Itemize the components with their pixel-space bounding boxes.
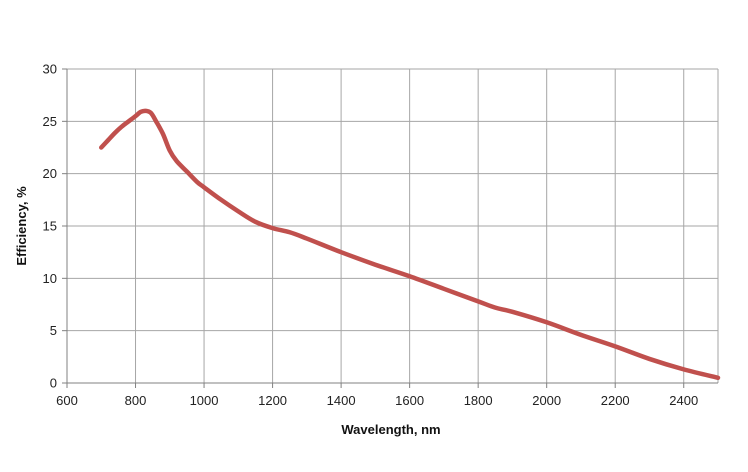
x-tick-label: 1200 bbox=[258, 393, 287, 408]
x-tick-label: 600 bbox=[56, 393, 78, 408]
x-tick-label: 1600 bbox=[395, 393, 424, 408]
series-line-0 bbox=[99, 108, 721, 381]
x-tick-label: 1800 bbox=[464, 393, 493, 408]
x-tick-label: 1400 bbox=[327, 393, 356, 408]
y-tick-label: 30 bbox=[43, 62, 57, 77]
y-tick-label: 25 bbox=[43, 114, 57, 129]
axes bbox=[62, 68, 718, 388]
x-tick-labels: 600 800 1000 1200 1400 1600 1800 2000 2200 2400 bbox=[56, 393, 698, 408]
y-tick-label: 15 bbox=[43, 219, 57, 234]
y-axis-title: Efficiency, % bbox=[14, 186, 29, 266]
x-axis-title: Wavelength, nm bbox=[341, 422, 440, 437]
x-tick-label: 2200 bbox=[601, 393, 630, 408]
grid-lines bbox=[67, 68, 719, 383]
x-tick-label: 1000 bbox=[190, 393, 219, 408]
y-tick-label: 10 bbox=[43, 271, 57, 286]
x-tick-label: 2400 bbox=[669, 393, 698, 408]
y-tick-label: 20 bbox=[43, 166, 57, 181]
y-tick-label: 0 bbox=[50, 376, 57, 391]
series-lines bbox=[99, 108, 721, 381]
x-tick-label: 2000 bbox=[532, 393, 561, 408]
y-tick-labels: 0 5 10 15 20 25 30 bbox=[43, 62, 57, 391]
y-tick-label: 5 bbox=[50, 323, 57, 338]
x-tick-label: 800 bbox=[125, 393, 147, 408]
